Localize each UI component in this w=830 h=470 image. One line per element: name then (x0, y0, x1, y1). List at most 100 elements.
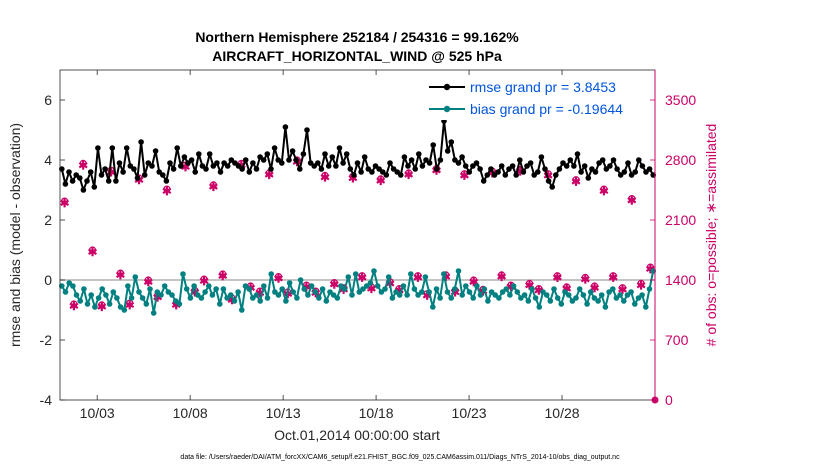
bias-point-127 (525, 298, 532, 304)
bias-point-104 (441, 271, 447, 277)
bias-point-81 (356, 289, 363, 295)
x-tick-label-2: 10/13 (266, 405, 301, 421)
rmse-point-34 (181, 154, 188, 160)
rmse-point-28 (160, 172, 166, 178)
bias-point-99 (422, 274, 429, 280)
rmse-point-128 (520, 169, 527, 175)
rmse-point-113 (466, 169, 473, 175)
bias-point-123 (510, 283, 517, 289)
x-axis-label: Oct.01,2014 00:00:00 start (274, 427, 440, 443)
bias-point-30 (169, 292, 175, 298)
rmse-point-51 (242, 157, 249, 163)
rmse-point-13 (105, 178, 112, 184)
rmse-point-96 (405, 163, 411, 169)
y-axis-left-label: rmse and bias (model - observation) (7, 123, 23, 347)
rmse-point-16 (116, 160, 123, 166)
bias-point-48 (235, 289, 241, 295)
rmse-point-12 (102, 166, 108, 172)
rmse-point-127 (517, 157, 523, 163)
rmse-point-78 (340, 160, 346, 166)
bias-point-89 (385, 274, 392, 280)
x-tick-label-5: 10/28 (545, 405, 580, 421)
bias-point-101 (430, 304, 436, 310)
bias-point-17 (121, 307, 128, 313)
rmse-point-146 (585, 175, 592, 181)
bias-point-96 (411, 286, 418, 292)
bias-point-52 (250, 295, 256, 301)
bias-point-45 (224, 295, 230, 301)
bias-point-146 (595, 298, 601, 304)
bias-point-78 (345, 274, 352, 280)
bias-point-16 (117, 304, 124, 310)
rmse-point-156 (621, 169, 628, 175)
bias-point-1 (62, 289, 69, 295)
obs-assimilated-marker-22 (264, 170, 274, 180)
rmse-point-99 (416, 151, 422, 157)
data-file-footnote: data file: /Users/raeder/DAI/ATM_forcXX/… (180, 454, 620, 461)
bias-point-112 (470, 295, 477, 301)
rmse-point-82 (354, 160, 361, 166)
x-tick-label-3: 10/18 (359, 405, 394, 421)
rmse-point-6 (80, 187, 87, 193)
bias-point-59 (275, 292, 282, 298)
bias-point-100 (426, 289, 432, 295)
y-left-tick-label-3: 2 (44, 212, 52, 228)
obs-assimilated-marker-60 (618, 284, 627, 294)
bias-point-13 (106, 301, 113, 307)
rmse-point-118 (484, 172, 491, 178)
bias-point-50 (242, 283, 249, 289)
bias-point-57 (268, 271, 275, 277)
bias-point-153 (621, 298, 627, 304)
rmse-point-136 (549, 184, 555, 190)
rmse-point-143 (574, 151, 581, 157)
bias-point-151 (613, 295, 620, 301)
rmse-point-67 (300, 151, 307, 157)
rmse-point-11 (98, 172, 105, 178)
obs-assimilated-marker-34 (376, 176, 386, 186)
rmse-point-57 (264, 151, 271, 157)
bias-point-143 (584, 301, 590, 307)
rmse-point-40 (203, 166, 209, 172)
rmse-point-53 (250, 160, 256, 166)
y-left-tick-label-4: 4 (44, 152, 52, 168)
bias-point-53 (253, 292, 260, 298)
bias-point-84 (367, 280, 374, 286)
bias-point-108 (455, 268, 462, 274)
rmse-point-83 (358, 169, 364, 175)
obs-assimilated-marker-9 (143, 277, 153, 287)
bias-point-110 (463, 283, 469, 289)
rmse-point-61 (279, 160, 285, 166)
bias-point-60 (279, 286, 286, 292)
rmse-point-66 (297, 166, 303, 172)
rmse-point-90 (383, 172, 390, 178)
bias-point-70 (316, 295, 322, 301)
rmse-point-160 (636, 157, 642, 163)
obs-assimilated-marker-53 (552, 272, 562, 282)
rmse-point-153 (610, 157, 617, 163)
bias-point-42 (213, 286, 219, 292)
bias-point-22 (139, 295, 146, 301)
bias-point-83 (363, 283, 370, 289)
bias-point-138 (565, 292, 572, 298)
rmse-point-14 (109, 145, 116, 151)
bias-point-65 (297, 277, 304, 283)
chart-title: Northern Hemisphere 252184 / 254316 = 99… (195, 29, 519, 45)
rmse-point-7 (84, 178, 90, 184)
rmse-point-21 (134, 175, 141, 181)
rmse-point-33 (178, 163, 184, 169)
rmse-point-139 (560, 160, 566, 166)
obs-assimilated-marker-37 (404, 170, 414, 180)
bias-point-119 (496, 295, 502, 301)
bias-point-31 (172, 298, 179, 304)
obs-assimilated-marker-6 (115, 270, 125, 280)
bias-point-155 (628, 289, 634, 295)
bias-point-121 (503, 286, 510, 292)
bias-point-37 (194, 292, 201, 298)
rmse-point-115 (473, 160, 480, 166)
bias-point-6 (81, 286, 87, 292)
rmse-point-25 (149, 163, 155, 169)
bias-point-130 (536, 304, 543, 310)
rmse-point-135 (545, 178, 552, 184)
bias-point-136 (558, 301, 565, 307)
bias-point-150 (610, 286, 616, 292)
